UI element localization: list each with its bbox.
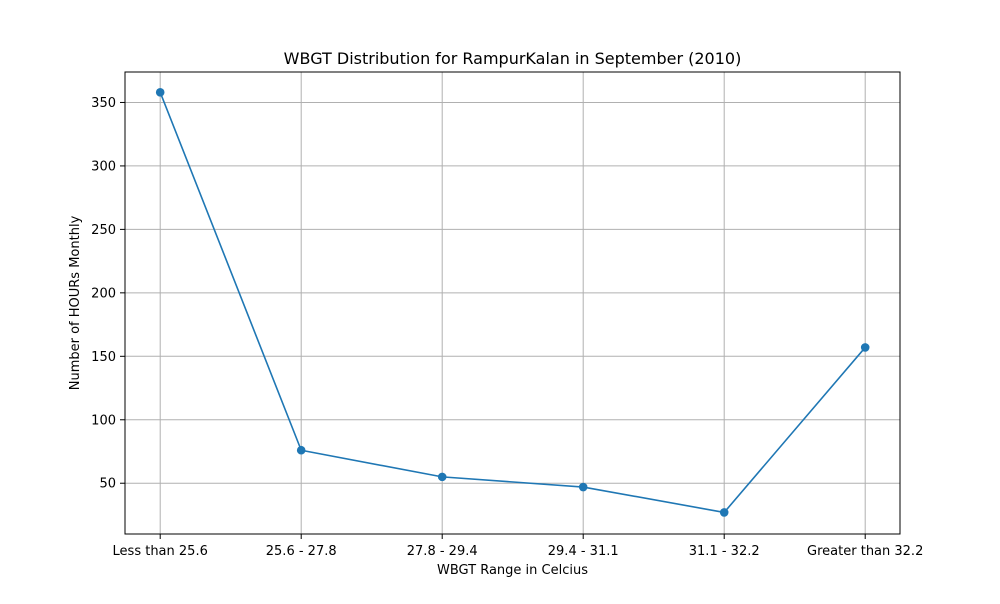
x-axis: Less than 25.6 25.6 - 27.8 27.8 - 29.4 29.4…: [113, 534, 923, 559]
x-tick-label: Greater than 32.2: [807, 544, 923, 559]
x-tick-label: 31.1 - 32.2: [689, 544, 760, 559]
data-point: [860, 343, 870, 352]
x-tick-label: Less than 25.6: [113, 544, 208, 559]
data-point: [437, 472, 447, 482]
x-tick-label: 29.4 - 31.1: [548, 544, 619, 559]
y-tick-label: 100: [91, 413, 116, 428]
y-tick-label: 300: [91, 159, 116, 174]
x-tick-label: 27.8 - 29.4: [407, 544, 478, 559]
x-tick-label: 25.6 - 27.8: [266, 544, 337, 559]
y-axis: 50 100 150 200 250 300 350: [91, 96, 125, 492]
y-tick-label: 200: [91, 286, 116, 301]
grid-layer: [125, 72, 900, 534]
y-axis-label: Number of HOURs Monthly: [68, 215, 83, 390]
x-axis-label: WBGT Range in Celcius: [437, 563, 588, 578]
y-tick-label: 50: [99, 477, 116, 492]
series-line: [159, 92, 866, 514]
data-point: [719, 508, 729, 517]
y-tick-label: 350: [91, 96, 116, 111]
data-point: [578, 482, 588, 492]
series-layer: [155, 88, 870, 517]
data-point: [296, 445, 306, 455]
y-tick-label: 250: [91, 223, 116, 238]
y-tick-label: 150: [91, 350, 116, 365]
chart-title: WBGT Distribution for RampurKalan in Sep…: [284, 49, 742, 68]
data-point: [155, 88, 165, 97]
plot-area-frame: [124, 71, 901, 535]
